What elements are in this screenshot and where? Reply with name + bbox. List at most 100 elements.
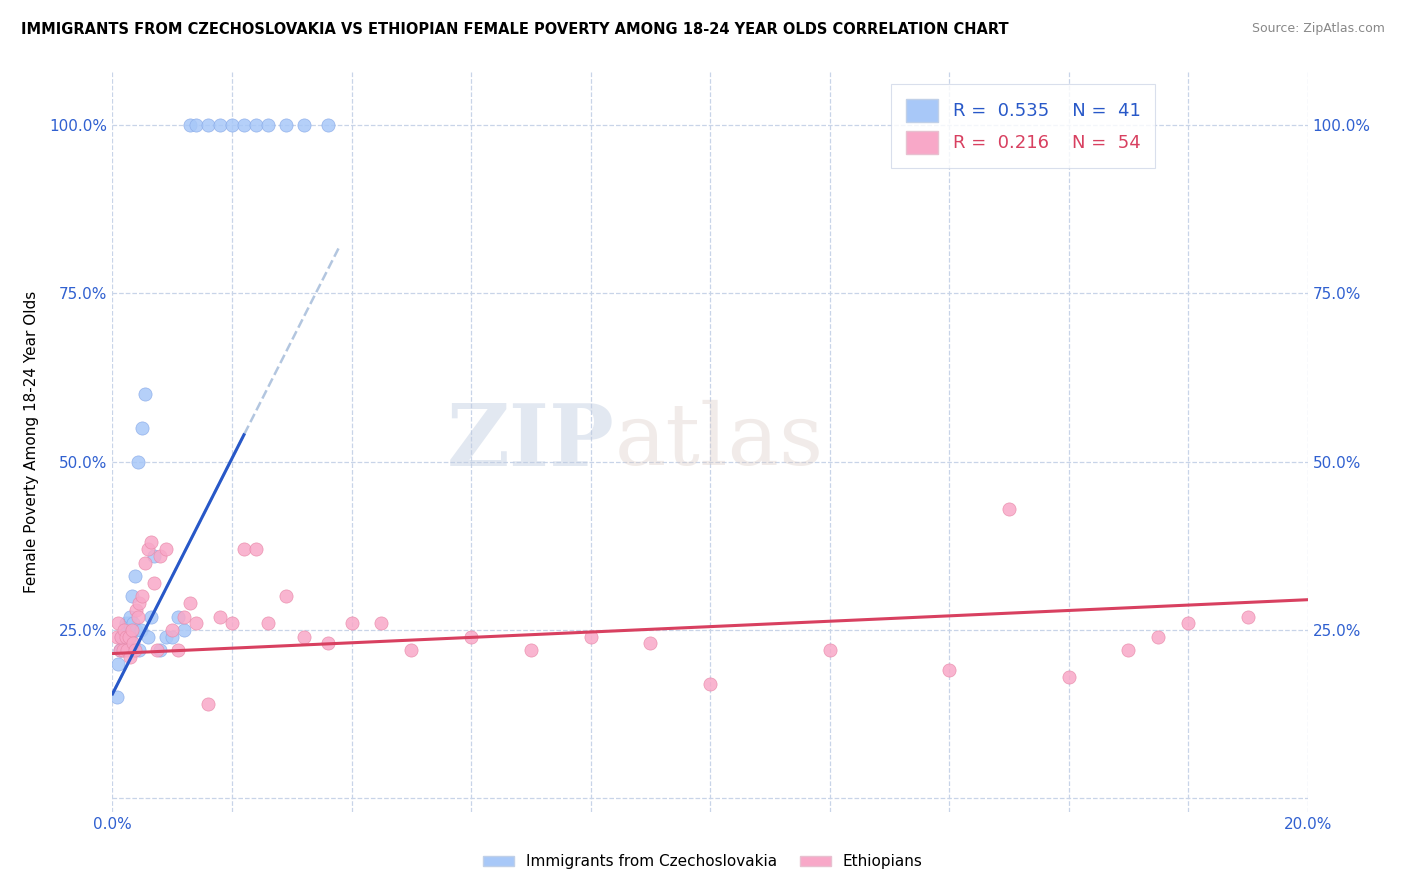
Point	[110, 643, 132, 657]
Point	[108, 643, 131, 657]
Point	[167, 609, 190, 624]
Point	[520, 643, 543, 657]
Point	[117, 623, 139, 637]
Point	[186, 118, 208, 132]
Point	[120, 630, 142, 644]
Point	[316, 636, 339, 650]
Legend: R =  0.535    N =  41, R =  0.216    N =  54: R = 0.535 N = 41, R = 0.216 N = 54	[891, 84, 1156, 169]
Point	[162, 630, 183, 644]
Point	[209, 118, 232, 132]
Point	[125, 603, 148, 617]
Point	[107, 657, 129, 671]
Point	[114, 643, 135, 657]
Point	[401, 643, 423, 657]
Point	[1147, 630, 1170, 644]
Point	[110, 630, 132, 644]
Point	[149, 643, 172, 657]
Point	[155, 542, 177, 557]
Point	[112, 630, 135, 644]
Point	[257, 118, 280, 132]
Point	[134, 556, 156, 570]
Point	[340, 616, 363, 631]
Point	[125, 623, 148, 637]
Point	[179, 596, 201, 610]
Point	[114, 616, 136, 631]
Text: Source: ZipAtlas.com: Source: ZipAtlas.com	[1251, 22, 1385, 36]
Point	[128, 643, 150, 657]
Point	[699, 677, 721, 691]
Point	[134, 387, 156, 401]
Point	[122, 636, 145, 650]
Point	[460, 630, 482, 644]
Point	[221, 616, 243, 631]
Point	[114, 630, 136, 644]
Point	[141, 609, 163, 624]
Legend: Immigrants from Czechoslovakia, Ethiopians: Immigrants from Czechoslovakia, Ethiopia…	[477, 848, 929, 875]
Point	[316, 118, 339, 132]
Point	[938, 664, 960, 678]
Point	[146, 643, 169, 657]
Point	[274, 590, 297, 604]
Point	[143, 549, 166, 563]
Point	[120, 649, 142, 664]
Point	[209, 609, 232, 624]
Point	[292, 630, 315, 644]
Point	[129, 623, 152, 637]
Point	[998, 501, 1021, 516]
Point	[292, 118, 315, 132]
Point	[114, 636, 136, 650]
Point	[108, 643, 131, 657]
Point	[124, 569, 146, 583]
Point	[131, 590, 153, 604]
Point	[1237, 609, 1260, 624]
Point	[107, 616, 129, 631]
Point	[274, 118, 297, 132]
Point	[1057, 670, 1080, 684]
Point	[117, 643, 139, 657]
Point	[121, 590, 143, 604]
Point	[141, 535, 163, 549]
Point	[233, 542, 256, 557]
Point	[162, 623, 183, 637]
Point	[233, 118, 256, 132]
Point	[138, 542, 160, 557]
Point	[105, 630, 128, 644]
Point	[118, 616, 141, 631]
Point	[640, 636, 662, 650]
Point	[370, 616, 392, 631]
Point	[818, 643, 841, 657]
Y-axis label: Female Poverty Among 18-24 Year Olds: Female Poverty Among 18-24 Year Olds	[24, 291, 38, 592]
Point	[114, 623, 135, 637]
Point	[197, 118, 219, 132]
Point	[179, 118, 201, 132]
Point	[131, 421, 153, 435]
Point	[186, 616, 208, 631]
Text: ZIP: ZIP	[447, 400, 614, 483]
Point	[143, 575, 166, 590]
Point	[257, 616, 280, 631]
Point	[120, 609, 142, 624]
Point	[155, 630, 177, 644]
Point	[122, 616, 145, 631]
Point	[245, 118, 267, 132]
Point	[173, 623, 195, 637]
Point	[110, 630, 132, 644]
Point	[167, 643, 190, 657]
Point	[124, 643, 146, 657]
Point	[173, 609, 195, 624]
Point	[105, 690, 128, 705]
Point	[127, 455, 149, 469]
Point	[245, 542, 267, 557]
Point	[118, 630, 141, 644]
Text: atlas: atlas	[614, 400, 824, 483]
Point	[579, 630, 602, 644]
Point	[127, 609, 149, 624]
Point	[221, 118, 243, 132]
Point	[1177, 616, 1199, 631]
Point	[138, 630, 160, 644]
Point	[1118, 643, 1140, 657]
Point	[197, 697, 219, 711]
Point	[128, 596, 150, 610]
Point	[121, 623, 143, 637]
Text: IMMIGRANTS FROM CZECHOSLOVAKIA VS ETHIOPIAN FEMALE POVERTY AMONG 18-24 YEAR OLDS: IMMIGRANTS FROM CZECHOSLOVAKIA VS ETHIOP…	[21, 22, 1008, 37]
